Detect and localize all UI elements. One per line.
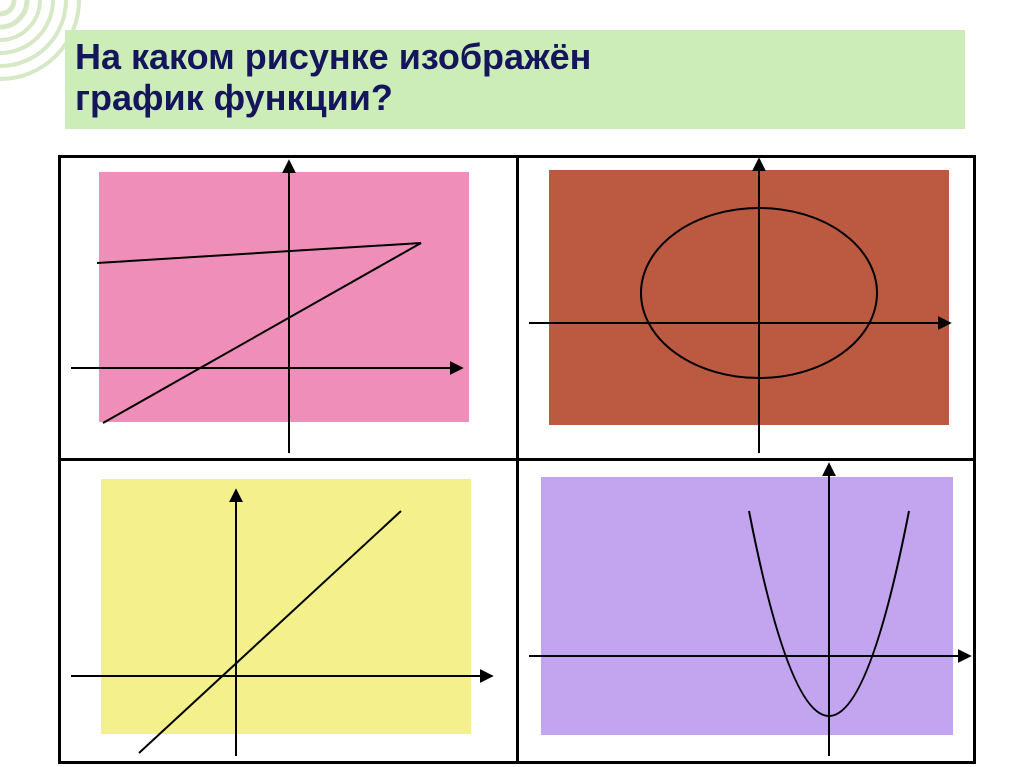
panels-grid xyxy=(58,155,976,764)
chart-bottom-left xyxy=(61,461,521,761)
chart-top-left xyxy=(61,158,521,458)
cell-top-right xyxy=(517,157,975,460)
cell-bottom-left xyxy=(60,460,518,763)
title-line-1: На каком рисунке изображён xyxy=(75,36,591,77)
slide: На каком рисунке изображён график функци… xyxy=(0,0,1024,767)
chart-top-right xyxy=(519,158,979,458)
chart-bottom-right xyxy=(519,461,979,761)
cell-top-left xyxy=(60,157,518,460)
slide-title: На каком рисунке изображён график функци… xyxy=(65,30,965,129)
cell-bottom-right xyxy=(517,460,975,763)
title-line-2: график функции? xyxy=(75,77,393,118)
